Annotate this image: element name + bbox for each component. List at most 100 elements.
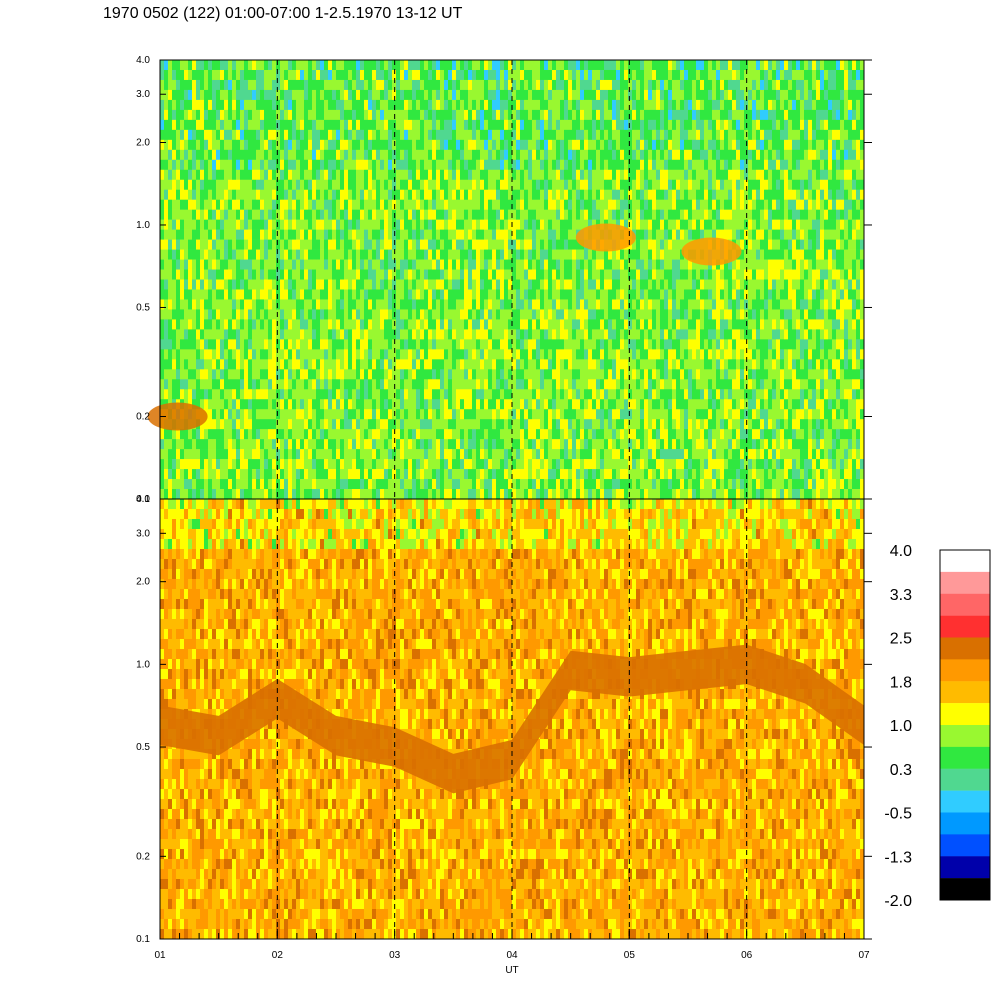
spectrogram-cell xyxy=(384,219,389,230)
spectrogram-cell xyxy=(356,189,361,200)
spectrogram-cell xyxy=(576,189,581,200)
spectrogram-cell xyxy=(252,189,257,200)
spectrogram-cell xyxy=(432,199,437,210)
spectrogram-cell xyxy=(316,419,321,430)
spectrogram-cell xyxy=(604,399,609,410)
spectrogram-cell xyxy=(288,169,293,181)
spectrogram-cell xyxy=(544,139,549,151)
spectrogram-cell xyxy=(448,199,453,210)
spectrogram-cell xyxy=(596,459,601,470)
spectrogram-cell xyxy=(580,389,585,400)
spectrogram-cell xyxy=(332,119,337,131)
spectrogram-cell xyxy=(192,429,197,440)
spectrogram-cell xyxy=(496,239,501,250)
spectrogram-cell xyxy=(284,289,289,300)
spectrogram-cell xyxy=(348,169,353,181)
spectrogram-cell xyxy=(172,119,177,131)
spectrogram-cell xyxy=(360,399,365,410)
spectrogram-cell xyxy=(232,129,237,141)
spectrogram-cell xyxy=(552,99,557,111)
spectrogram-cell xyxy=(304,369,309,380)
spectrogram-cell xyxy=(580,139,585,151)
spectrogram-cell xyxy=(352,69,357,81)
spectrogram-cell xyxy=(364,459,369,470)
spectrogram-cell xyxy=(184,349,189,360)
spectrogram-cell xyxy=(240,419,245,430)
spectrogram-cell xyxy=(592,329,597,340)
spectrogram-cell xyxy=(608,309,613,320)
spectrogram-cell xyxy=(264,189,269,200)
spectrogram-cell xyxy=(208,199,213,210)
spectrogram-cell xyxy=(548,449,553,460)
spectrogram-cell xyxy=(568,159,573,171)
spectrogram-cell xyxy=(508,69,513,81)
spectrogram-cell xyxy=(340,249,345,260)
spectrogram-cell xyxy=(468,289,473,300)
spectrogram-cell xyxy=(584,389,589,400)
spectrogram-cell xyxy=(348,469,353,480)
spectrogram-cell xyxy=(600,489,605,500)
spectrogram-cell xyxy=(300,389,305,400)
spectrogram-cell xyxy=(172,219,177,230)
spectrogram-cell xyxy=(264,219,269,230)
spectrogram-cell xyxy=(360,79,365,91)
spectrogram-cell xyxy=(484,159,489,171)
spectrogram-cell xyxy=(592,279,597,290)
spectrogram-cell xyxy=(360,189,365,200)
spectrogram-cell xyxy=(252,60,257,71)
spectrogram-cell xyxy=(372,69,377,81)
spectrogram-cell xyxy=(200,189,205,200)
spectrogram-cell xyxy=(396,239,401,250)
spectrogram-cell xyxy=(552,239,557,250)
spectrogram-cell xyxy=(244,229,249,240)
spectrogram-cell xyxy=(180,359,185,370)
spectrogram-cell xyxy=(368,129,373,141)
spectrogram-cell xyxy=(448,159,453,171)
spectrogram-cell xyxy=(228,299,233,310)
spectrogram-cell xyxy=(540,429,545,440)
spectrogram-cell xyxy=(260,169,265,181)
spectrogram-cell xyxy=(404,99,409,111)
spectrogram-cell xyxy=(568,429,573,440)
spectrogram-cell xyxy=(584,349,589,360)
spectrogram-cell xyxy=(464,169,469,181)
spectrogram-cell xyxy=(472,299,477,310)
spectrogram-cell xyxy=(464,489,469,500)
spectrogram-cell xyxy=(432,239,437,250)
spectrogram-cell xyxy=(444,339,449,350)
spectrogram-cell xyxy=(344,379,349,390)
spectrogram-cell xyxy=(536,179,541,191)
spectrogram-cell xyxy=(360,319,365,330)
spectrogram-cell xyxy=(240,209,245,220)
spectrogram-cell xyxy=(544,199,549,210)
spectrogram-cell xyxy=(500,269,505,280)
spectrogram-cell xyxy=(300,419,305,430)
spectrogram-cell xyxy=(560,239,565,250)
spectrogram-cell xyxy=(612,159,617,171)
spectrogram-cell xyxy=(168,349,173,360)
spectrogram-cell xyxy=(592,419,597,430)
spectrogram-cell xyxy=(388,419,393,430)
spectrogram-cell xyxy=(568,189,573,200)
spectrogram-cell xyxy=(576,159,581,171)
spectrogram-cell xyxy=(528,60,533,71)
spectrogram-cell xyxy=(388,479,393,490)
spectrogram-cell xyxy=(212,169,217,181)
spectrogram-cell xyxy=(272,309,277,320)
spectrogram-cell xyxy=(264,349,269,360)
spectrogram-cell xyxy=(352,139,357,151)
spectrogram-cell xyxy=(256,129,261,141)
spectrogram-cell xyxy=(288,339,293,350)
spectrogram-cell xyxy=(344,129,349,141)
spectrogram-cell xyxy=(276,179,281,191)
spectrogram-cell xyxy=(612,129,617,141)
spectrogram-cell xyxy=(344,399,349,410)
spectrogram-cell xyxy=(224,189,229,200)
spectrogram-cell xyxy=(216,229,221,240)
spectrogram-cell xyxy=(532,479,537,490)
spectrogram-cell xyxy=(412,319,417,330)
spectrogram-cell xyxy=(252,269,257,280)
spectrogram-cell xyxy=(512,109,517,121)
spectrogram-cell xyxy=(260,119,265,131)
spectrogram-cell xyxy=(188,469,193,480)
